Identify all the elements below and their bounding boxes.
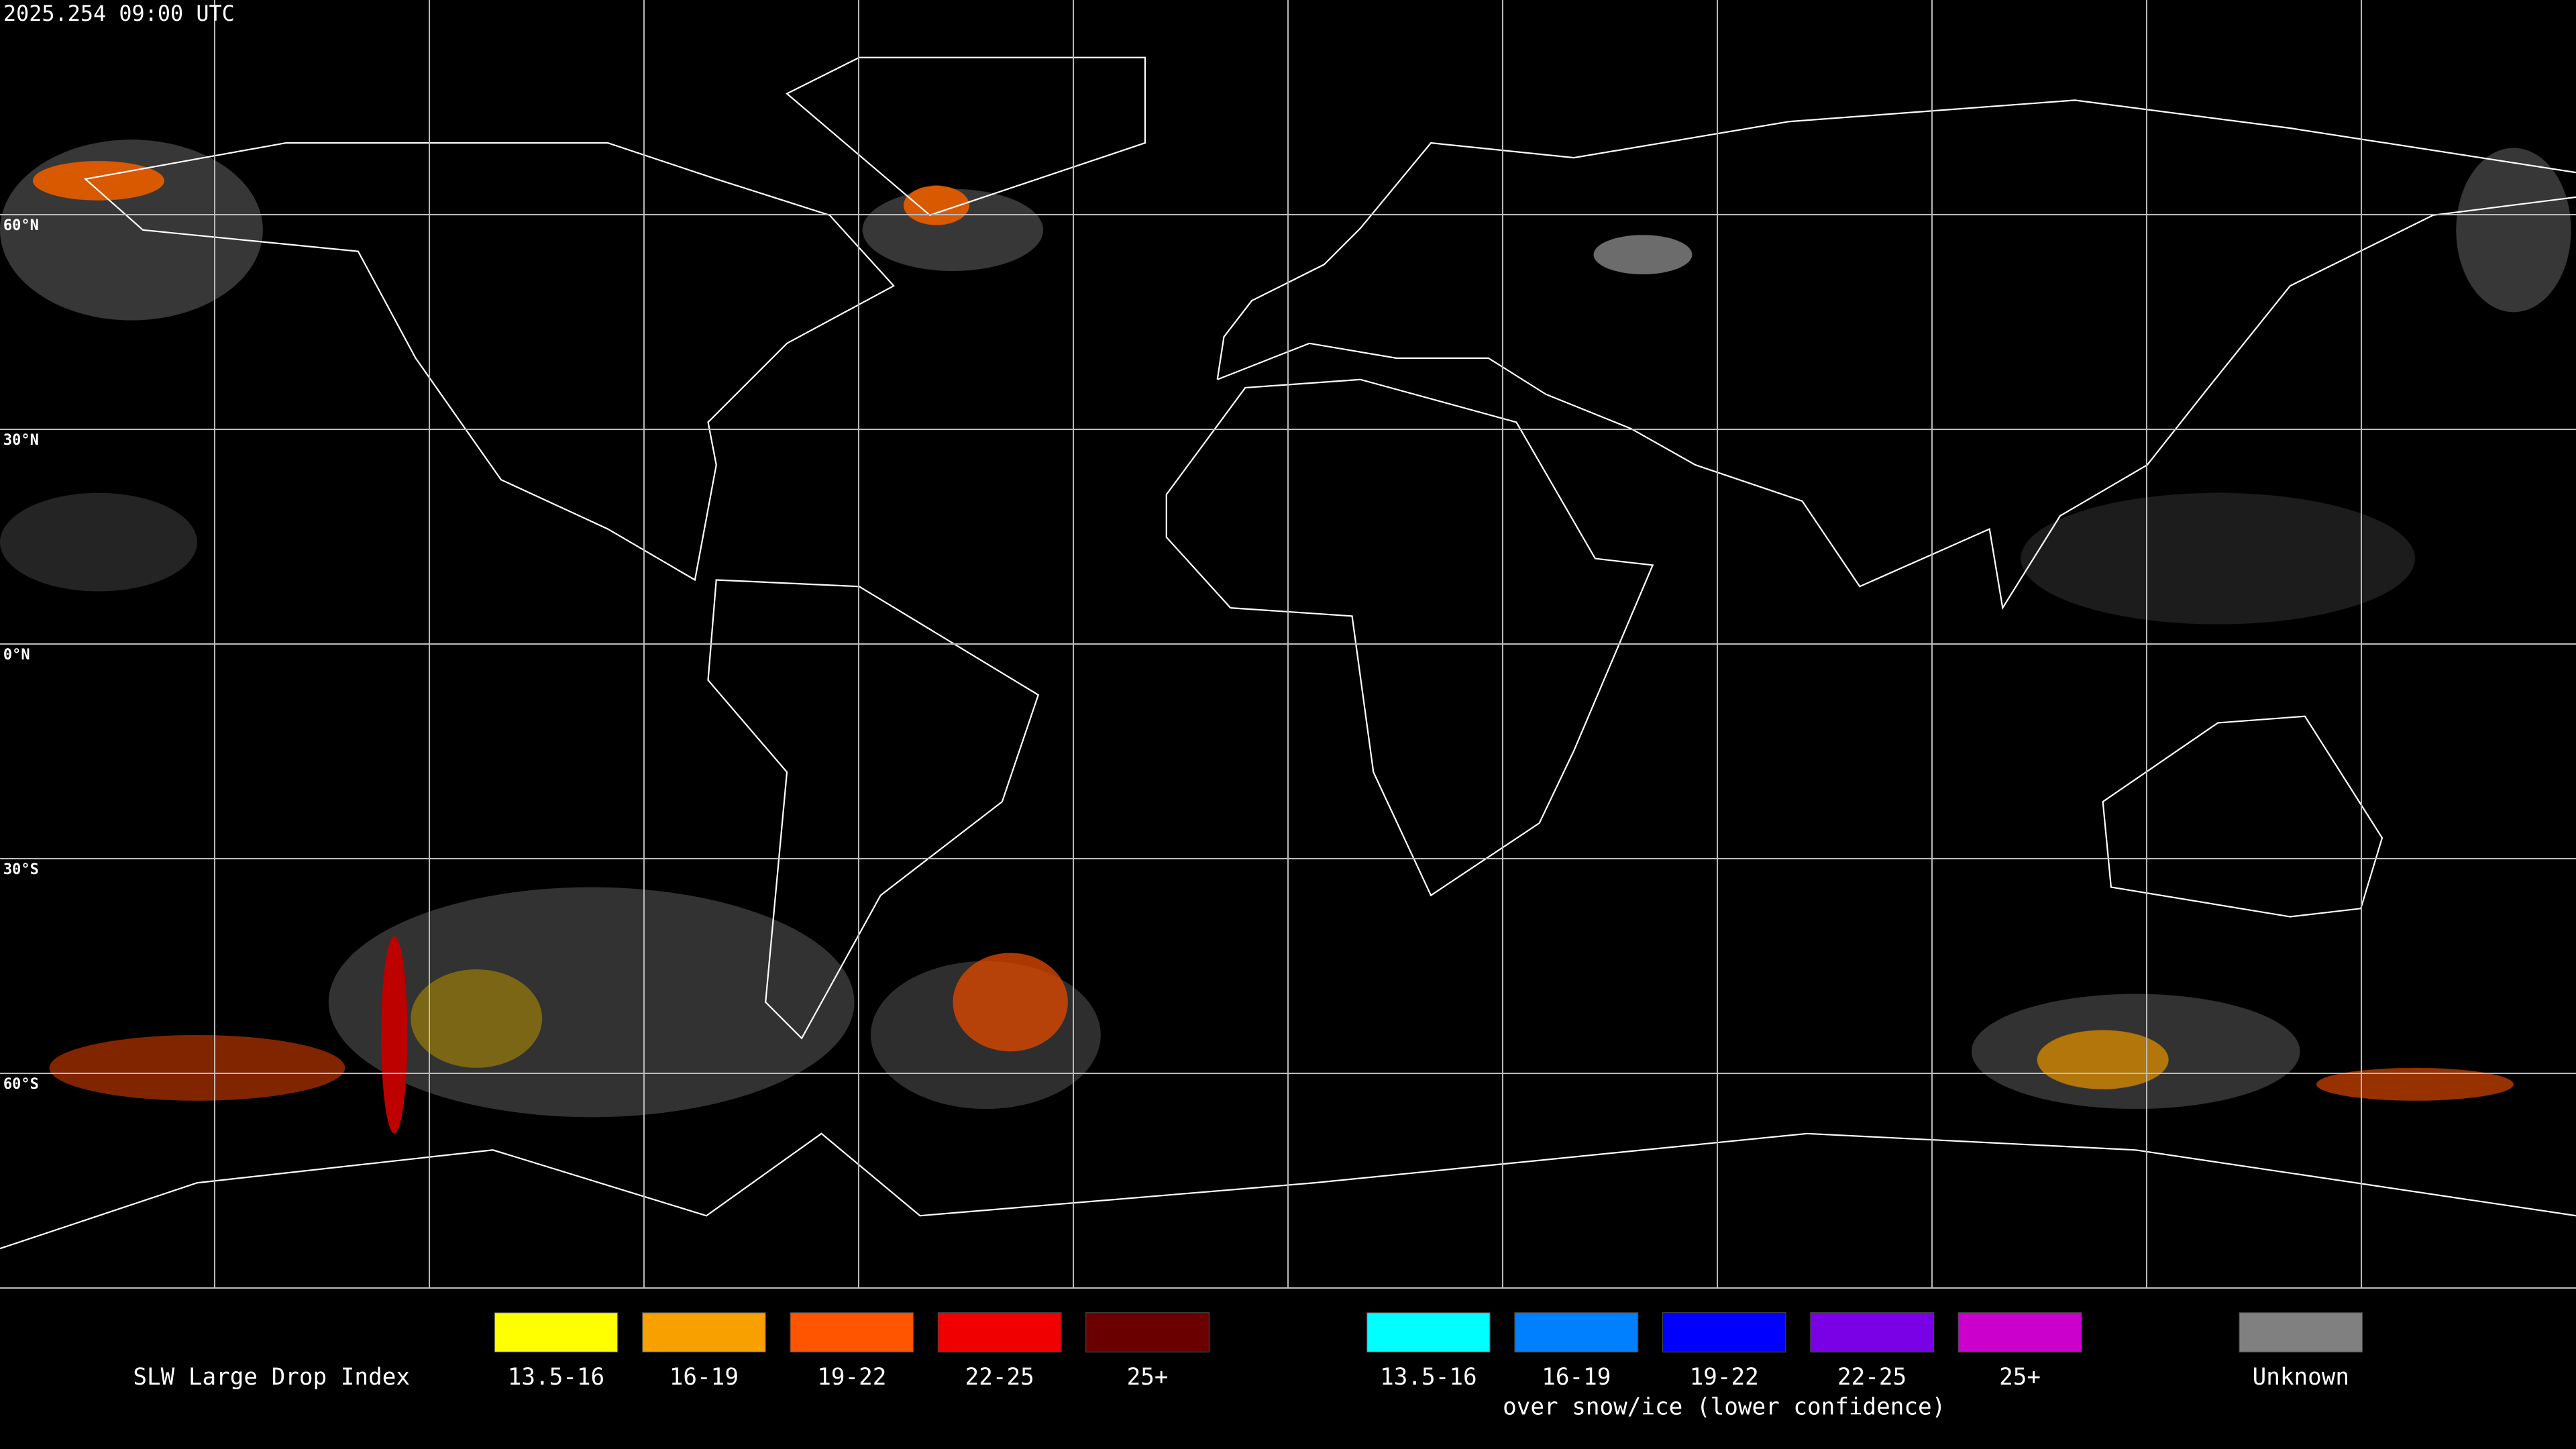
- legend-label: 13.5-16: [508, 1364, 604, 1391]
- coastlines: [0, 56, 2576, 1250]
- legend-label: 13.5-16: [1380, 1364, 1477, 1391]
- legend-swatch: [1085, 1312, 1210, 1353]
- legend-label: 22-25: [965, 1364, 1034, 1391]
- legend-swatch: [1957, 1312, 2082, 1353]
- legend-title: SLW Large Drop Index: [133, 1364, 410, 1391]
- legend-swatch: [494, 1312, 619, 1353]
- legend-swatch: [1366, 1312, 1491, 1353]
- legend-swatch: [937, 1312, 1062, 1353]
- legend-swatch: [1514, 1312, 1639, 1353]
- legend-caption: over snow/ice (lower confidence): [1503, 1393, 1945, 1420]
- timestamp: 2025.254 09:00 UTC: [3, 1, 235, 26]
- legend-swatch: [790, 1312, 914, 1353]
- latitude-label: 60°S: [3, 1076, 39, 1093]
- latitude-label: 0°N: [3, 647, 30, 663]
- legend-label: 19-22: [817, 1364, 886, 1391]
- legend-label: 16-19: [1542, 1364, 1611, 1391]
- legend-panel: [0, 1288, 2576, 1449]
- coastline-south-america: [707, 579, 1040, 1040]
- legend-label: 19-22: [1690, 1364, 1759, 1391]
- coastline-north-america: [83, 142, 896, 582]
- legend-label: Unknown: [2253, 1364, 2349, 1391]
- legend-swatch: [1810, 1312, 1935, 1353]
- latitude-label: 60°N: [3, 217, 39, 234]
- legend-label: 25+: [1127, 1364, 1169, 1391]
- legend-label: 16-19: [669, 1364, 739, 1391]
- legend-swatch: [2239, 1312, 2363, 1353]
- legend-swatch: [1662, 1312, 1786, 1353]
- coastline-antarctica: [0, 1132, 2576, 1250]
- imagery: [0, 140, 2571, 1134]
- legend-swatch: [641, 1312, 766, 1353]
- latitude-label: 30°N: [3, 432, 39, 449]
- legend-label: 25+: [1999, 1364, 2041, 1391]
- legend: 13.5-16 16-19 19-22 22-25 25+ 13.5-16 16-19 19-…: [494, 1312, 2363, 1420]
- latitude-label: 30°S: [3, 861, 39, 878]
- legend-label: 22-25: [1837, 1364, 1907, 1391]
- coastline-australia: [2102, 715, 2383, 918]
- coastline-greenland: [786, 56, 1146, 217]
- graticule: 60°N 30°N 0°N 30°S 60°S: [0, 0, 2576, 1288]
